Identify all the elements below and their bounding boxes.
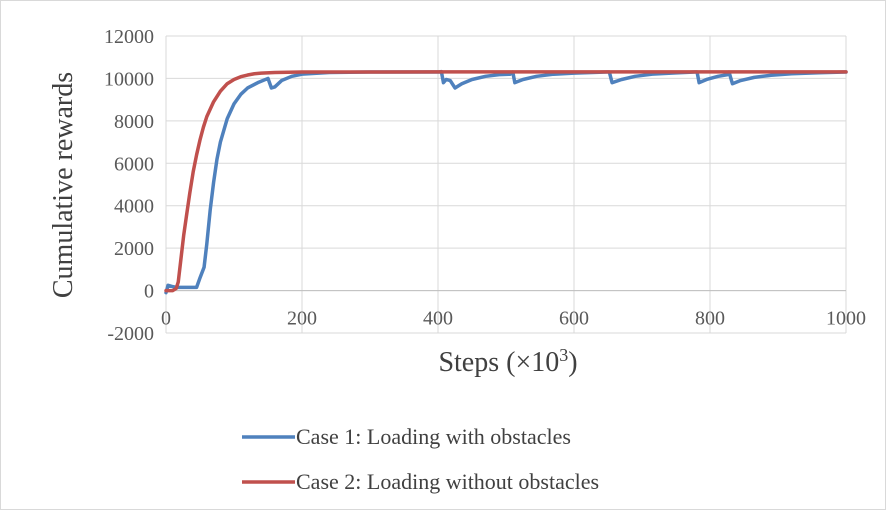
x-axis-label-base: 10 xyxy=(531,347,559,378)
x-axis-label-close: ) xyxy=(568,347,577,378)
x-axis-label-times: × xyxy=(515,347,531,378)
x-axis-label-exp: 3 xyxy=(559,345,568,365)
legend: Case 1: Loading with obstacles Case 2: L… xyxy=(242,424,599,494)
x-tick-label: 800 xyxy=(695,308,725,330)
x-tick-label: 200 xyxy=(287,308,317,330)
y-tick-label: 12000 xyxy=(104,26,154,48)
x-tick-label: 400 xyxy=(423,308,453,330)
y-tick-label: 0 xyxy=(144,281,154,303)
y-tick-label: 8000 xyxy=(114,111,154,133)
x-axis-label: Steps (×103) xyxy=(438,345,577,378)
x-tick-label: 0 xyxy=(161,308,171,330)
y-tick-label: 2000 xyxy=(114,238,154,260)
y-axis-label: Cumulative rewards xyxy=(48,72,79,298)
x-tick-label: 600 xyxy=(559,308,589,330)
series-line-case-2 xyxy=(164,70,848,293)
legend-label-case-2: Case 2: Loading without obstacles xyxy=(296,469,599,494)
legend-label-case-1: Case 1: Loading with obstacles xyxy=(296,424,571,449)
y-tick-label: -2000 xyxy=(107,323,154,345)
y-tick-label: 4000 xyxy=(114,196,154,218)
y-tick-label: 6000 xyxy=(114,153,154,175)
x-axis-label-main: Steps ( xyxy=(438,347,515,378)
y-tick-label: 10000 xyxy=(104,68,154,90)
x-tick-label: 1000 xyxy=(826,308,866,330)
y-tick-labels: -2000 0 2000 4000 6000 8000 10000 12000 xyxy=(104,26,154,345)
x-tick-labels: 0 200 400 600 800 1000 xyxy=(161,308,866,330)
series-line-case-1 xyxy=(164,69,848,295)
series-lines xyxy=(164,69,848,295)
